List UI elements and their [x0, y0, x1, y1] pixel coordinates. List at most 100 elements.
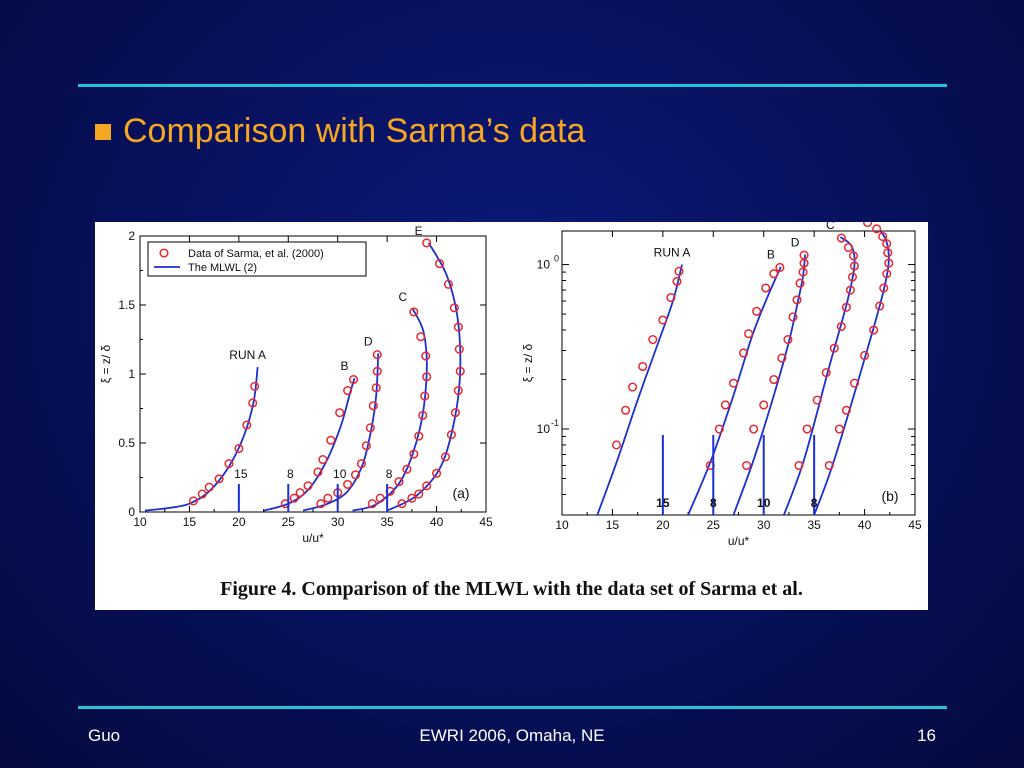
panel-b-x-tick-label: 45: [908, 518, 922, 532]
panel-b-data-point-b: [761, 283, 771, 293]
panel-a-data-point-e: [443, 279, 453, 289]
panel-b-data-point-e: [883, 248, 893, 258]
panel-b-data-point-d: [798, 267, 808, 277]
panel-a-data-point-b: [326, 435, 336, 445]
panel-a-x-tick-label: 25: [282, 515, 296, 529]
panel-a-data-point-c: [421, 351, 431, 361]
panel-a-legend-marker-data: [159, 248, 169, 258]
bottom-rule: [78, 706, 947, 709]
panel-a-legend-entry-curve: The MLWL (2): [188, 262, 257, 274]
panel-a-data-point-run-a: [224, 459, 234, 469]
panel-a-data-point-b: [335, 408, 345, 418]
panel-b-data-point-e: [882, 269, 892, 279]
panel-b-data-point-c: [836, 233, 846, 243]
panel-a-data-point-d: [372, 350, 382, 360]
panel-b-data-point-d: [795, 278, 805, 288]
panel-a-data-point-d: [343, 479, 353, 489]
panel-a-y-tick-label: 2: [128, 229, 135, 243]
panel-b-series-label-c: C: [826, 222, 835, 232]
panel-a-data-point-d: [368, 401, 378, 411]
panel-b-data-point-b: [720, 400, 730, 410]
panel-b-data-point-e: [882, 239, 892, 249]
panel-b-data-point-e: [869, 325, 879, 335]
panel-b-data-point-run-a: [638, 361, 648, 372]
panel-b-data-point-b: [775, 262, 785, 273]
panel-a-data-point-d: [350, 470, 361, 480]
panel-b-data-point-e: [863, 222, 873, 228]
panel-b-data-point-e: [824, 460, 834, 471]
panel-b-series-label-d: D: [791, 236, 800, 250]
panel-b-offset-label-b: 8: [710, 496, 717, 510]
panel-b-data-point-e: [872, 224, 882, 234]
panel-b-y-tick-exponent: 0: [554, 254, 559, 264]
panel-b-label: (b): [881, 488, 898, 504]
panel-b-data-point-run-a: [658, 315, 668, 325]
panel-b-data-point-c: [821, 368, 831, 378]
panel-b-y-tick-label: 10: [537, 258, 551, 272]
panel-b-data-point-c: [847, 272, 858, 282]
panel-a-data-point-b: [295, 488, 305, 498]
panel-a-offset-label-d: 10: [333, 467, 347, 481]
panel-b-data-point-run-a: [666, 293, 676, 303]
panel-b-x-axis-label: u/u*: [728, 534, 750, 548]
panel-b-data-point-c: [836, 321, 846, 332]
panel-a-x-tick-label: 30: [331, 515, 345, 529]
panel-a-data-point-e: [422, 238, 432, 248]
panel-b-offset-label-d: 10: [757, 496, 771, 510]
panel-b-data-point-d: [749, 424, 759, 434]
panel-a-data-point-e: [440, 452, 451, 462]
panel-a-data-point-c: [422, 372, 432, 382]
panel-a-series-label-run-a: RUN A: [229, 348, 266, 362]
footer-event: EWRI 2006, Omaha, NE: [419, 726, 605, 745]
panel-b-data-point-b: [738, 348, 749, 358]
panel-a-data-point-d: [316, 499, 326, 509]
slide-title-text: Comparison with Sarma’s data: [123, 112, 586, 150]
panel-a-x-tick-label: 20: [232, 515, 246, 529]
panel-a-data-point-e: [454, 344, 464, 354]
slide-title: Comparison with Sarma’s data: [95, 112, 585, 151]
panel-a-series-label-b: B: [341, 359, 349, 373]
panel-b-data-point-run-a: [611, 440, 622, 450]
panel-a-data-point-run-a: [242, 420, 252, 430]
panel-b-data-point-run-a: [674, 266, 684, 276]
panel-b-x-tick-label: 15: [606, 518, 620, 532]
panel-b-data-point-c: [848, 251, 859, 261]
panel-a-data-point-e: [414, 489, 424, 499]
panel-b-curve-e: [813, 231, 890, 515]
panel-a-data-point-run-a: [248, 398, 258, 408]
panel-b-data-point-d: [799, 250, 809, 260]
panel-a-x-tick-label: 35: [380, 515, 394, 529]
panel-b-data-point-c: [841, 302, 851, 312]
panel-b-y-axis-label: ξ = z/ δ: [521, 343, 535, 382]
panel-a-data-point-e: [455, 366, 465, 376]
panel-a-data-point-c: [402, 464, 412, 474]
panel-b-x-tick-label: 10: [555, 518, 569, 532]
panel-b-x-tick-label: 25: [707, 518, 721, 532]
panel-a-data-point-b: [348, 374, 359, 385]
panel-a-legend-entry-data: Data of Sarma, et al. (2000): [188, 248, 324, 260]
panel-b-data-point-c: [849, 261, 860, 271]
panel-a-data-point-c: [394, 477, 404, 487]
panel-a-data-point-c: [367, 499, 377, 509]
figure-charts: 10 15 20 25 30 35 40 45 u/u* 0 0.5 1 1.5 2 ξ = z/ δ RUN…: [99, 222, 922, 548]
panel-a-data-point-b: [343, 386, 353, 396]
panel-a-data-point-run-a: [250, 381, 260, 391]
panel-a-offset-label-run-a: 15: [234, 467, 248, 481]
panel-a-data-point-e: [446, 430, 456, 440]
figure-caption: Figure 4. Comparison of the MLWL with th…: [220, 578, 803, 600]
panel-a-offset-label-b: 8: [287, 467, 294, 481]
panel-a-curve-c: [352, 308, 428, 512]
panel-b-curve-b: [687, 266, 782, 515]
panel-b-offset-label-c: 8: [811, 496, 818, 510]
panel-a-data-point-e: [434, 259, 445, 269]
panel-b-data-point-e: [841, 405, 851, 415]
panel-a-y-tick-label: 1.5: [118, 298, 135, 312]
panel-b-data-point-d: [759, 400, 769, 410]
panel-b-data-point-c: [802, 424, 812, 434]
panel-b-data-point-d: [788, 312, 798, 322]
panel-b-data-point-run-a: [628, 382, 638, 392]
panel-a-data-point-e: [432, 468, 442, 478]
panel-a-label: (a): [452, 485, 469, 501]
panel-a-curve-d: [302, 353, 380, 512]
panel-a-y-axis-label: ξ = z/ δ: [99, 344, 113, 383]
